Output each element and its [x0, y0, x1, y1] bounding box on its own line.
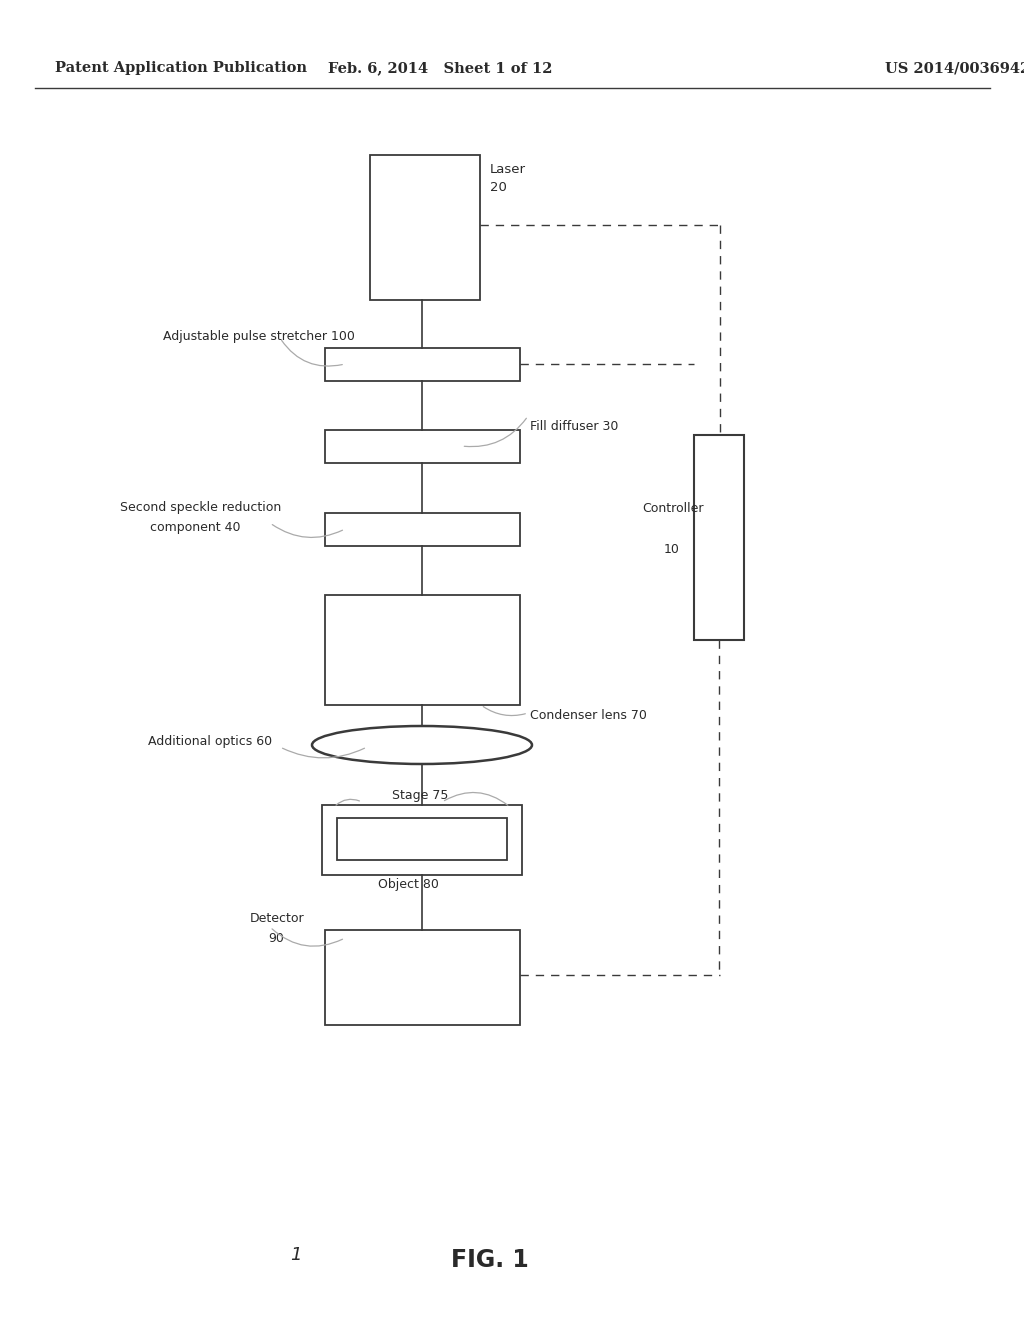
Text: Second speckle reduction: Second speckle reduction — [120, 502, 282, 513]
Bar — [325, 430, 520, 463]
Text: Detector: Detector — [250, 912, 304, 925]
Text: Condenser lens 70: Condenser lens 70 — [530, 709, 647, 722]
Bar — [337, 818, 507, 861]
Bar — [325, 595, 520, 705]
Text: Fill diffuser 30: Fill diffuser 30 — [530, 420, 618, 433]
Bar — [694, 436, 744, 640]
Text: Adjustable pulse stretcher 100: Adjustable pulse stretcher 100 — [163, 330, 355, 343]
Text: 20: 20 — [490, 181, 507, 194]
Text: Additional optics 60: Additional optics 60 — [148, 734, 272, 747]
Text: 1: 1 — [290, 1246, 301, 1265]
Ellipse shape — [312, 726, 532, 764]
Text: Feb. 6, 2014   Sheet 1 of 12: Feb. 6, 2014 Sheet 1 of 12 — [328, 61, 552, 75]
Text: FIG. 1: FIG. 1 — [452, 1247, 528, 1272]
Text: 10: 10 — [664, 544, 680, 556]
Text: US 2014/0036942 A1: US 2014/0036942 A1 — [885, 61, 1024, 75]
Bar — [325, 931, 520, 1026]
Text: Laser: Laser — [490, 162, 526, 176]
Bar — [325, 513, 520, 546]
Text: Object 80: Object 80 — [378, 878, 439, 891]
Text: component 40: component 40 — [150, 521, 241, 535]
Text: Controller: Controller — [642, 503, 703, 515]
Text: 90: 90 — [268, 932, 284, 945]
Bar — [325, 348, 520, 381]
Bar — [322, 805, 522, 875]
Text: Patent Application Publication: Patent Application Publication — [55, 61, 307, 75]
Text: Stage 75: Stage 75 — [392, 789, 449, 803]
Bar — [370, 154, 480, 300]
